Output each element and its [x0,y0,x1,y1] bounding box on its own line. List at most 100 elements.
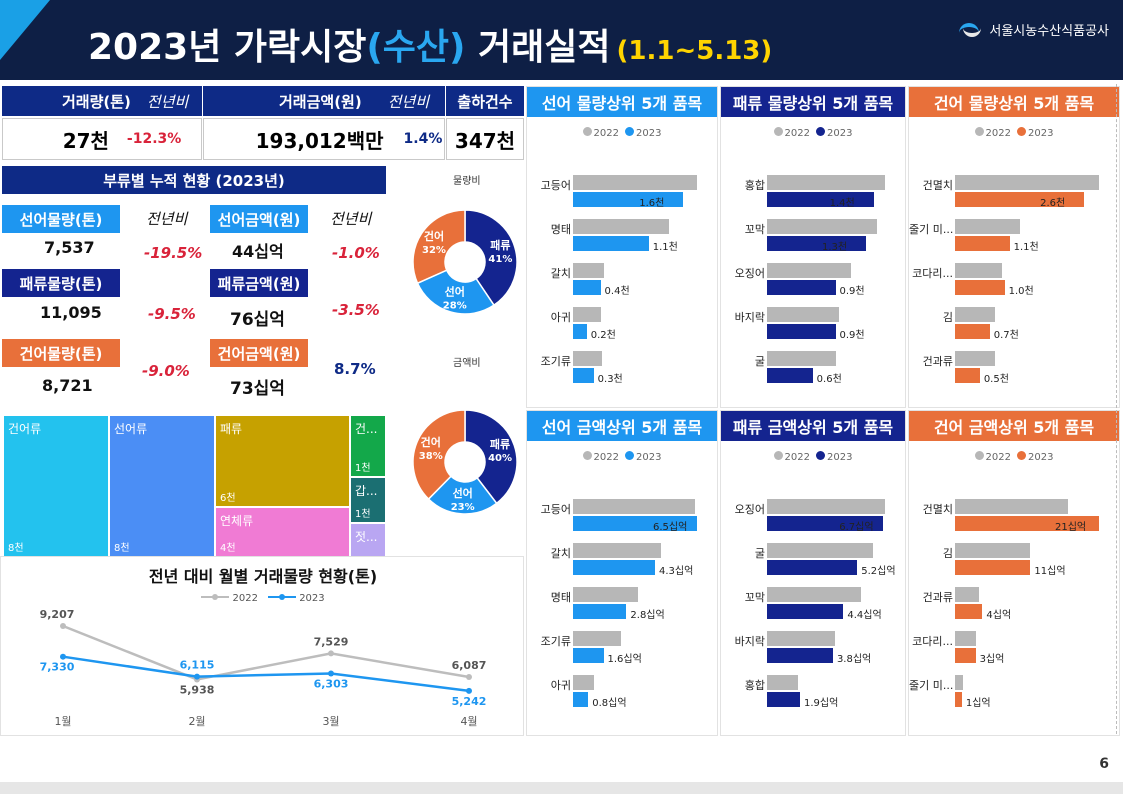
bar-row: 줄기 미... 1.1천 [909,219,1119,259]
bar-2023 [955,192,1085,207]
cat-fresh-vol-label: 선어물량(톤) [2,205,120,233]
bar-2023 [573,692,589,707]
bar-2022 [767,175,885,190]
kpi-volume-box: 27천 -12.3% [2,118,202,160]
bar-panel-2: 건어 물량상위 5개 품목 2022 2023 건멸치 2.6천 줄기 미... 1.1천 코… [908,86,1120,408]
donut-volume-chart: 패류 41% 선어 28% 건어 32% [412,209,518,315]
legend-2023: 2023 [625,451,661,463]
title-rest: 거래실적 [465,27,611,68]
cat-amt-yoy-header: 전년비 [330,210,372,228]
bar-2023 [573,324,587,339]
donut-slice-name: 패류 [490,437,510,451]
bar-category: 건멸치 [922,179,953,192]
bar-2023 [767,604,844,619]
bar-value-label: 0.9천 [839,330,865,341]
bar-2022 [573,543,661,558]
bar-2023 [573,560,656,575]
org-brand: 서울시농수산식품공사 [959,20,1109,39]
bar-2023 [767,692,800,707]
donut-slice-value: 28% [443,301,467,312]
bar-category: 조기류 [540,355,571,368]
line-data-label: 7,529 [314,635,349,648]
treemap-value: 8천 [8,543,24,554]
bar-2022 [955,219,1020,234]
bar-category: 굴 [754,355,765,368]
line-chart-title: 전년 대비 월별 거래물량 현황(톤) [148,567,378,586]
bar-row: 김 11십억 [909,543,1119,583]
cat-shell-amt-yoy: -3.5% [332,301,380,319]
treemap: 건어류 8천 선어류 8천 패류 6천 연체류 4천 건... 1천 갑... … [2,414,386,558]
kpi-amount-yoy: 1.4% [403,131,443,147]
bar-row: 오징어 6.7십억 [721,499,905,539]
bar-value-label: 2.8십억 [630,610,665,621]
treemap-name: 선어류 [114,422,148,436]
footer-band [0,782,1123,794]
legend-2023: 2023 [1017,451,1053,463]
legend-2023-label: 2023 [299,593,325,604]
bar-row: 굴 5.2십억 [721,543,905,583]
donut-slice [464,209,518,307]
cat-dried-vol-label: 건어물량(톤) [2,339,120,367]
legend-2022: 2022 [582,451,619,463]
bar-2023 [767,192,874,207]
treemap-value: 1천 [355,509,371,520]
bar-value-label: 4.3십억 [659,566,694,577]
bar-row: 고등어 1.6천 [527,175,717,215]
bar-panel-title: 패류 물량상위 5개 품목 [721,87,905,117]
bar-panel-title: 선어 금액상위 5개 품목 [527,411,717,441]
line-point [60,622,66,629]
bar-row: 아귀 0.2천 [527,307,717,347]
treemap-cell-mollusk: 연체류 4천 [216,508,349,556]
page-number: 6 [1099,756,1109,772]
bar-2023 [573,192,684,207]
bar-panel-legend: 2022 2023 [527,127,717,139]
bar-category: 고등어 [540,179,571,192]
cat-dried-amt-label: 건어금액(원) [210,339,308,367]
line-chart-svg: 9,207 5,938 7,529 6,087 7,330 6,115 6,303 5,242… [40,608,487,728]
title-period: (1.1~5.13) [616,36,773,66]
bar-value-label: 1.9십억 [803,698,839,709]
title-highlight: (수산) [366,27,466,68]
bar-value-label: 1.6십억 [607,654,642,665]
bar-panel-1: 패류 물량상위 5개 품목 2022 2023 홍합 1.4천 꼬막 1.3천 오징어 0.9천… [720,86,906,408]
treemap-cell-dried: 건어류 8천 [4,416,108,556]
bar-2022 [573,219,670,234]
bar-row: 코다리... 1.0천 [909,263,1119,303]
line-x-tick: 3월 [322,715,339,728]
bar-value-label: 0.8십억 [592,698,627,709]
bar-panel-title: 건어 물량상위 5개 품목 [909,87,1119,117]
legend-2023: 2023 [268,593,325,604]
bar-row: 굴 0.6천 [721,351,905,391]
bar-2022 [955,499,1069,514]
legend-2022-label: 2022 [784,128,810,139]
bar-2022 [767,307,840,322]
treemap-name: 패류 [220,422,243,436]
donut-slice-name: 건어 [421,435,441,449]
bar-category: 홍합 [744,179,765,192]
kpi-volume-header: 거래량(톤) 전년비 [2,86,202,116]
bar-category: 건과류 [922,591,953,604]
donut-slice-name: 패류 [490,238,510,252]
bar-value-label: 1.0천 [1008,286,1034,297]
legend-2023: 2023 [816,127,852,139]
bar-row: 김 0.7천 [909,307,1119,347]
cat-dried-vol-value: 8,721 [42,376,93,395]
bar-panel-0: 선어 물량상위 5개 품목 2022 2023 고등어 1.6천 명태 1.1천 갈치 0.4천… [526,86,718,408]
bar-value-label: 4십억 [986,610,1012,621]
bar-category: 바지락 [734,311,765,324]
bar-row: 건과류 0.5천 [909,351,1119,391]
bar-row: 바지락 3.8십억 [721,631,905,671]
treemap-cell-crustacean: 갑... 1천 [351,478,385,522]
bar-category: 건멸치 [922,503,953,516]
bar-row: 명태 2.8십억 [527,587,717,627]
donut-slice [412,409,466,501]
bar-2023 [955,560,1031,575]
bar-2023 [767,280,836,295]
bar-panel-legend: 2022 2023 [721,127,905,139]
treemap-name: 갑... [355,484,378,498]
bar-2023 [955,368,980,383]
bar-value-label: 4.4십억 [847,610,882,621]
bar-2022 [573,263,604,278]
kpi-volume-value: 27천 [62,128,109,153]
donut-slice [427,475,498,515]
